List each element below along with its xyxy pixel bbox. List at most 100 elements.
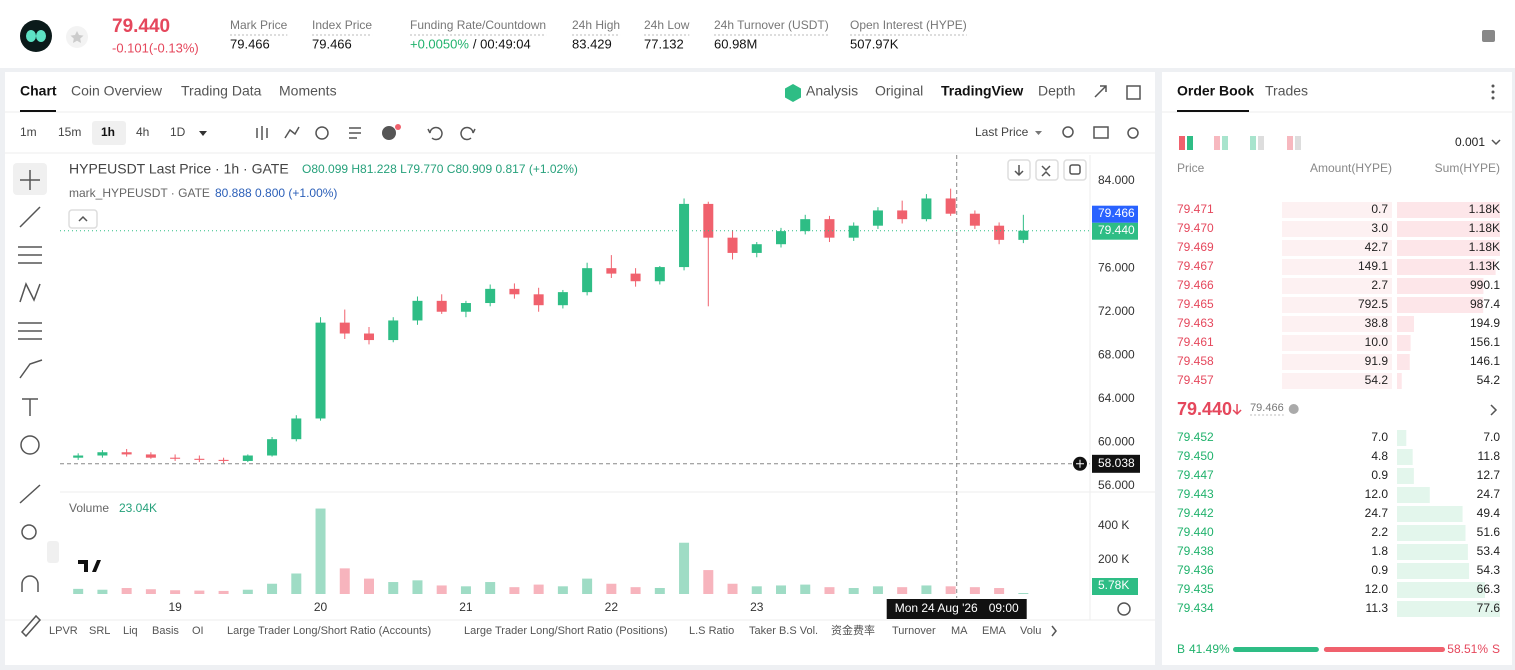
ob-col: Amount(HYPE) xyxy=(1310,161,1392,175)
volume-bar xyxy=(97,589,108,594)
scroll-button[interactable] xyxy=(1007,159,1031,181)
view-tab: Depth xyxy=(1038,83,1075,99)
candle-body xyxy=(969,213,980,226)
ob-amount: 12.0 xyxy=(1365,487,1389,501)
pattern-tool[interactable] xyxy=(19,282,41,303)
y-tick-label: 64.000 xyxy=(1098,391,1135,405)
indicator[interactable]: 资金费率 xyxy=(831,623,875,637)
pencil-tool[interactable] xyxy=(20,614,42,638)
ob-amount: 0.7 xyxy=(1371,202,1388,216)
ob-price: 79.461 xyxy=(1177,335,1214,349)
volume-bar xyxy=(315,508,326,594)
ob-tab: Order Book xyxy=(1177,83,1254,99)
ob-sum: 194.9 xyxy=(1470,316,1500,330)
indicator[interactable]: Large Trader Long/Short Ratio (Accounts) xyxy=(227,625,431,637)
book-icon[interactable] xyxy=(1482,30,1495,42)
ob-price: 79.447 xyxy=(1177,468,1214,482)
camera-icon[interactable] xyxy=(1093,126,1109,139)
sell-bar xyxy=(1323,647,1445,652)
ob-sum: 66.3 xyxy=(1477,582,1501,596)
search-icon[interactable] xyxy=(1062,126,1074,138)
caret[interactable] xyxy=(1035,131,1042,135)
candle-body xyxy=(460,303,471,312)
menu-dot[interactable] xyxy=(1491,90,1495,94)
candle-body xyxy=(654,267,665,282)
settings-icon[interactable] xyxy=(1127,127,1139,139)
ob-col: Price xyxy=(1177,161,1205,175)
volume-bar xyxy=(1018,593,1029,594)
undo-icon[interactable] xyxy=(427,126,443,141)
indicator[interactable]: SRL xyxy=(89,625,110,637)
ob-view-icons[interactable] xyxy=(1179,136,1301,150)
chart-settings[interactable] xyxy=(1117,602,1131,616)
order-book-next[interactable] xyxy=(1490,404,1498,416)
down-arrow xyxy=(1232,404,1242,416)
fib-tool[interactable] xyxy=(18,246,42,264)
indicator[interactable]: OI xyxy=(192,625,204,637)
view-tab: Analysis xyxy=(806,83,858,99)
x-tick-label: 21 xyxy=(459,600,473,614)
template-icon[interactable] xyxy=(349,127,361,139)
line-tool[interactable] xyxy=(19,206,41,228)
text-tool[interactable] xyxy=(22,398,38,416)
ob-price: 79.438 xyxy=(1177,544,1214,558)
ruler-tool[interactable] xyxy=(19,484,41,504)
interval: 1m xyxy=(20,125,37,139)
volume-title: Volume xyxy=(69,501,109,515)
indicator[interactable]: Volu xyxy=(1020,625,1041,637)
indicator[interactable]: LPVR xyxy=(49,625,78,637)
replay-icon[interactable] xyxy=(315,126,329,140)
indicator[interactable]: MA xyxy=(951,625,968,637)
projection-tool[interactable] xyxy=(18,322,42,340)
indicator[interactable]: Large Trader Long/Short Ratio (Positions… xyxy=(464,625,668,637)
chart-panel xyxy=(5,72,1155,665)
emoji-tool[interactable] xyxy=(20,435,40,455)
brush-tool[interactable] xyxy=(19,359,43,379)
candle-body xyxy=(364,333,374,341)
ob-amount: 792.5 xyxy=(1358,297,1388,311)
indicators-icon[interactable] xyxy=(284,126,300,139)
layout-button[interactable] xyxy=(1063,159,1087,181)
add-icon[interactable] xyxy=(382,126,396,140)
menu-dot[interactable] xyxy=(1491,96,1495,100)
zoom-tool[interactable] xyxy=(21,524,37,540)
redo-icon[interactable] xyxy=(460,126,476,141)
collapse-toolbar[interactable] xyxy=(47,541,59,563)
menu-dot[interactable] xyxy=(1491,84,1495,88)
candle-body xyxy=(121,452,132,455)
volume-bar xyxy=(921,585,932,594)
indicator-next[interactable] xyxy=(1051,625,1057,637)
window-icon[interactable] xyxy=(1126,85,1141,100)
indicator[interactable]: Turnover xyxy=(892,625,936,637)
precision-caret[interactable] xyxy=(1491,139,1501,146)
amount-bg xyxy=(1282,335,1392,351)
crosshair-tool[interactable] xyxy=(20,170,40,190)
candle-body xyxy=(994,225,1005,240)
interval: 1D xyxy=(170,125,186,139)
indicator[interactable]: L.S Ratio xyxy=(689,625,734,637)
volume-tick-label: 200 K xyxy=(1098,552,1129,566)
ob-sum: 51.6 xyxy=(1477,525,1501,539)
candle-body xyxy=(630,273,641,282)
indicator[interactable]: Liq xyxy=(123,625,138,637)
fullscreen-button[interactable] xyxy=(1035,159,1059,181)
indicator[interactable]: Taker B.S Vol. xyxy=(749,625,818,637)
ob-sum: 1.18K xyxy=(1469,221,1500,235)
ob-price: 79.442 xyxy=(1177,506,1214,520)
indicator[interactable]: Basis xyxy=(152,625,179,637)
ob-price: 79.435 xyxy=(1177,582,1214,596)
indicator[interactable]: EMA xyxy=(982,625,1007,637)
volume-bar xyxy=(897,587,908,594)
layout-icon xyxy=(1069,164,1081,175)
depth-bar xyxy=(1397,449,1413,465)
ob-sum: 54.3 xyxy=(1477,563,1501,577)
magnet-tool[interactable] xyxy=(21,575,39,592)
candle-type[interactable] xyxy=(256,126,268,140)
caret[interactable] xyxy=(199,131,207,136)
expand-icon[interactable] xyxy=(1094,85,1107,98)
legend-mark-values: 80.888 0.800 (+1.00%) xyxy=(215,186,337,200)
depth-bar xyxy=(1397,525,1466,541)
ob-tab-underline xyxy=(1177,110,1249,112)
volume-tick-label: 400 K xyxy=(1098,518,1129,532)
legend-toggle[interactable] xyxy=(68,209,98,229)
